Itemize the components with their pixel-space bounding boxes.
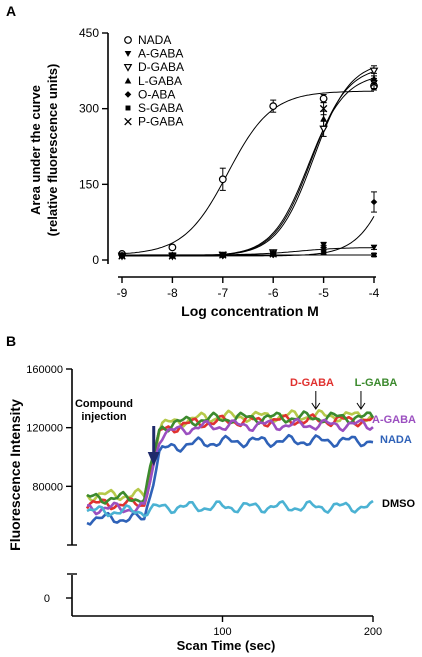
chart-a-ytick-label: 0 bbox=[92, 253, 99, 267]
chart-a-point-s-gaba bbox=[321, 249, 327, 255]
chart-b-series-label-dmso: DMSO bbox=[382, 498, 415, 510]
chart-a-ylabel-line2: (relative fluorescence units) bbox=[45, 64, 60, 237]
chart-a-legend-marker-l-gaba bbox=[124, 77, 132, 84]
chart-b-series-label-l-gaba: L-GABA bbox=[355, 377, 398, 389]
chart-a-point-p-gaba-stroke bbox=[118, 252, 126, 260]
chart-a-ylabel-line1: Area under the curve bbox=[28, 85, 43, 215]
chart-a-point-p-gaba-stroke bbox=[370, 79, 378, 88]
chart-a-point-d-gaba bbox=[319, 125, 328, 134]
chart-a-point-o-aba bbox=[320, 244, 327, 251]
chart-a-legend-label: A-GABA bbox=[138, 47, 183, 61]
chart-a-point-a-gaba bbox=[370, 244, 378, 251]
chart-a-fit-p-gaba bbox=[122, 77, 375, 257]
chart-a-legend-label: S-GABA bbox=[138, 101, 183, 115]
chart-a-ytick-label: 300 bbox=[79, 102, 99, 116]
chart-b-label-arrowhead-d-gaba bbox=[311, 402, 321, 410]
chart-b-ytick-label: 120000 bbox=[26, 423, 63, 435]
chart-a-point-nada bbox=[218, 175, 227, 184]
chart-a-point-l-gaba bbox=[320, 115, 327, 122]
chart-a-legend-marker-p-gaba-stroke bbox=[124, 117, 132, 126]
chart-b-annotation-arrow-head bbox=[147, 452, 160, 466]
chart-a-xtick-label: -6 bbox=[268, 286, 279, 300]
chart-b-series-label-nada: NADA bbox=[380, 434, 412, 446]
chart-a-xtick-label: -4 bbox=[369, 286, 380, 300]
chart-a: 0 150 300 450 -9 -8 -7 -6 -5 -4 NADAA-GABAD-GABAL-… bbox=[79, 26, 380, 300]
chart-b-xlabel: Scan Time (sec) bbox=[177, 638, 276, 653]
chart-a-legend-label: O-ABA bbox=[138, 87, 175, 101]
chart-a-fit-a-gaba bbox=[122, 247, 374, 256]
chart-a-point-p-gaba-stroke bbox=[219, 251, 227, 259]
chart-b-series-label-a-gaba: A-GABA bbox=[372, 414, 416, 426]
chart-a-point-o-aba bbox=[370, 198, 378, 206]
chart-b-ylabel: Fluorescence Intensity bbox=[7, 399, 23, 551]
chart-a-legend-marker-s-gaba bbox=[125, 105, 131, 111]
chart-a-legend-label: D-GABA bbox=[138, 60, 184, 74]
chart-b-series-label-d-gaba: D-GABA bbox=[290, 377, 334, 389]
chart-b-ytick-label: 80000 bbox=[32, 481, 63, 493]
chart-a-xtick-label: -9 bbox=[117, 286, 128, 300]
chart-a-point-p-gaba bbox=[219, 251, 227, 259]
chart-a-point-p-gaba bbox=[370, 79, 378, 88]
chart-a-point-p-gaba-stroke bbox=[168, 252, 177, 260]
chart-b-xtick-label: 200 bbox=[364, 626, 382, 638]
chart-b-ytick-label: 0 bbox=[44, 593, 50, 605]
chart-a-legend-marker-a-gaba bbox=[124, 50, 132, 57]
panel-a-label: A bbox=[6, 3, 16, 19]
chart-b-annotation-line1: Compound bbox=[75, 398, 133, 410]
chart-b-trace-dmso bbox=[86, 499, 374, 518]
chart-a-ytick-label: 450 bbox=[79, 26, 99, 40]
chart-b-annotation-line2: injection bbox=[81, 411, 127, 423]
chart-a-point-p-gaba bbox=[319, 104, 328, 113]
chart-a-point-p-gaba-stroke bbox=[319, 104, 328, 113]
chart-a-legend-label: NADA bbox=[138, 33, 171, 47]
chart-a-legend-marker-p-gaba bbox=[124, 117, 132, 126]
chart-a-xtick-label: -5 bbox=[318, 286, 329, 300]
chart-a-point-nada bbox=[269, 102, 278, 111]
chart-b-xtick-label: 100 bbox=[213, 626, 231, 638]
chart-b-trace-d-gaba bbox=[85, 413, 374, 511]
chart-b-trace-extra-0 bbox=[85, 409, 374, 503]
chart-a-point-p-gaba-stroke bbox=[269, 250, 277, 258]
chart-a-point-s-gaba bbox=[371, 252, 377, 258]
panel-b-label: B bbox=[6, 333, 16, 349]
chart-a-legend-marker-nada bbox=[124, 36, 132, 44]
chart-a-legend-label: P-GABA bbox=[138, 115, 183, 129]
chart-a-xlabel: Log concentration M bbox=[181, 303, 319, 319]
chart-a-legend-label: L-GABA bbox=[138, 74, 182, 88]
chart-a-point-nada bbox=[319, 94, 328, 103]
chart-a-fit-nada bbox=[121, 90, 374, 255]
chart-a-legend-marker-o-aba bbox=[124, 91, 132, 98]
chart-b: 80000 120000 160000 0 100 200 Compoundinjectio… bbox=[26, 364, 416, 638]
chart-a-legend-marker-d-gaba bbox=[123, 63, 133, 72]
chart-a-ytick-label: 150 bbox=[79, 177, 99, 191]
chart-a-point-p-gaba bbox=[118, 252, 126, 260]
chart-a-point-nada bbox=[168, 243, 177, 252]
chart-b-ytick-label: 160000 bbox=[26, 364, 63, 376]
chart-a-xtick-label: -8 bbox=[167, 286, 178, 300]
chart-a-point-p-gaba bbox=[269, 250, 277, 258]
chart-a-point-p-gaba bbox=[168, 252, 177, 260]
chart-a-xtick-label: -7 bbox=[217, 286, 228, 300]
chart-a-point-d-gaba bbox=[369, 67, 379, 76]
chart-b-label-arrowhead-l-gaba bbox=[356, 402, 366, 410]
